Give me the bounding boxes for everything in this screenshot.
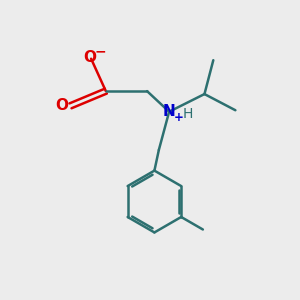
Text: O: O [55,98,68,113]
Text: O: O [83,50,96,65]
Text: −: − [95,44,106,58]
Text: +: + [174,110,184,124]
Text: N: N [163,104,175,119]
Text: H: H [182,107,193,121]
